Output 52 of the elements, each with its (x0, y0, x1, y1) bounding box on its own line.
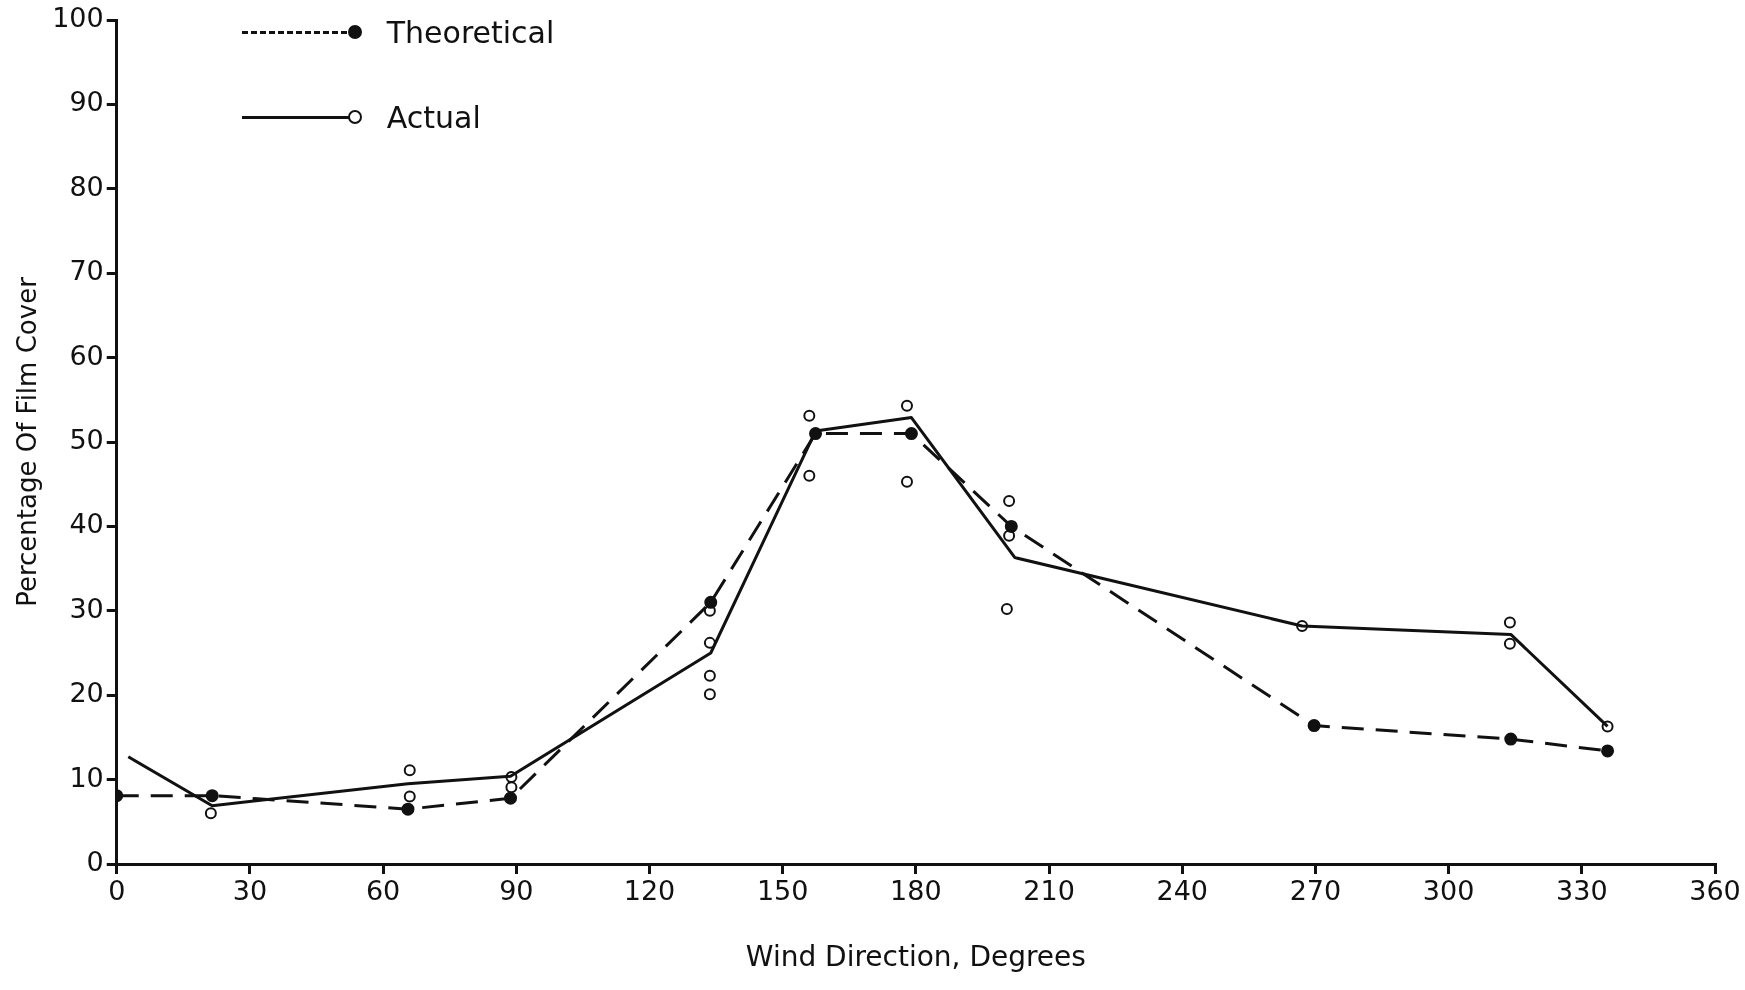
point (1000, 603, 1013, 616)
point (1504, 732, 1518, 746)
y-tick-label: 100 (52, 2, 104, 34)
point (403, 790, 416, 803)
y-axis-title: Percentage Of Film Cover (12, 276, 43, 607)
legend-label: Theoretical (386, 14, 555, 50)
x-tick-label: 90 (499, 875, 534, 907)
point (809, 427, 823, 441)
x-tick-label: 120 (623, 875, 676, 907)
point (1004, 519, 1018, 533)
x-tick-label: 360 (1689, 875, 1741, 907)
point (1601, 744, 1615, 758)
y-tick-label: 50 (69, 424, 104, 456)
legend-label: Actual (386, 99, 481, 135)
y-tick-label: 70 (69, 255, 104, 287)
point (703, 669, 716, 682)
point (1307, 719, 1321, 733)
y-tick-label: 10 (69, 761, 104, 793)
x-tick-label: 240 (1156, 875, 1209, 907)
point (505, 781, 518, 794)
y-tick-label: 0 (86, 846, 104, 878)
point (205, 789, 219, 803)
y-tick-label: 20 (69, 677, 104, 709)
point (803, 469, 816, 482)
x-tick-label: 60 (365, 875, 401, 907)
x-tick-label: 30 (232, 875, 268, 907)
y-tick-label: 90 (69, 86, 104, 118)
point (204, 807, 217, 820)
x-tick-label: 270 (1289, 875, 1342, 907)
point (401, 802, 415, 816)
y-tick-label: 80 (69, 170, 104, 202)
point (403, 764, 416, 777)
point (1003, 495, 1016, 508)
x-axis-title: Wind Direction, Degrees (745, 940, 1086, 974)
point (803, 409, 816, 422)
point (504, 791, 518, 805)
point (904, 427, 918, 441)
point (703, 688, 716, 701)
x-tick-label: 180 (890, 875, 942, 907)
point (900, 475, 913, 488)
x-tick-label: 150 (756, 875, 809, 907)
x-tick-label: 330 (1556, 875, 1608, 907)
y-tick-label: 30 (69, 592, 104, 624)
y-tick-label: 60 (69, 339, 104, 371)
x-tick-label: 0 (108, 875, 126, 907)
y-tick-label: 40 (69, 508, 104, 540)
x-tick-label: 300 (1422, 875, 1475, 907)
point (900, 399, 913, 412)
x-tick-label: 210 (1023, 875, 1075, 907)
point (704, 595, 718, 609)
point (1503, 637, 1516, 650)
point (1503, 616, 1516, 629)
